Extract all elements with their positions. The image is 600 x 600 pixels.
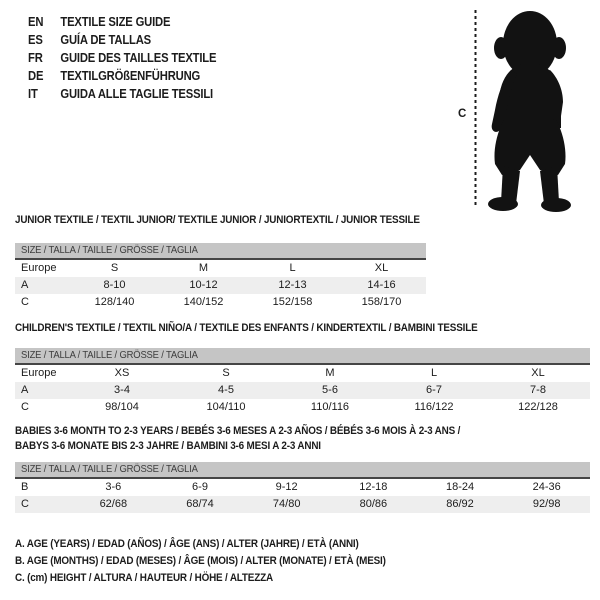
height-cell: 86/92 bbox=[446, 498, 474, 510]
size-cell: S bbox=[222, 367, 230, 379]
row-label: C bbox=[21, 296, 29, 308]
footnote-legend: A. AGE (YEARS) / EDAD (AÑOS) / ÂGE (ANS)… bbox=[15, 536, 427, 587]
table-row: A 8-10 10-12 12-13 14-16 bbox=[15, 277, 426, 294]
language-title: GUIDE DES TAILLES TEXTILE bbox=[60, 51, 217, 65]
language-title: TEXTILGRÖßENFÜHRUNG bbox=[60, 69, 201, 83]
age-cell: 7-8 bbox=[530, 384, 546, 396]
row-label: B bbox=[21, 481, 29, 493]
baby-silhouette bbox=[474, 10, 571, 212]
height-cell: 152/158 bbox=[272, 296, 313, 308]
language-title-list: EN TEXTILE SIZE GUIDE ES GUÍA DE TALLAS FR… bbox=[28, 13, 237, 103]
language-row: EN TEXTILE SIZE GUIDE bbox=[28, 13, 237, 31]
age-cell: 8-10 bbox=[103, 279, 126, 291]
height-cell: 98/104 bbox=[105, 401, 139, 413]
age-cell: 9-12 bbox=[275, 481, 298, 493]
height-cell: 116/122 bbox=[414, 401, 454, 413]
age-cell: 5-6 bbox=[322, 384, 338, 396]
age-cell: 3-6 bbox=[105, 481, 122, 493]
age-cell: 24-36 bbox=[532, 481, 561, 493]
language-title: GUÍA DE TALLAS bbox=[60, 33, 152, 47]
footnote-age-months: B. AGE (MONTHS) / EDAD (MESES) / ÂGE (MO… bbox=[15, 555, 386, 567]
height-measure-label: C bbox=[458, 108, 467, 120]
size-cell: XL bbox=[531, 367, 545, 379]
age-cell: 6-9 bbox=[192, 481, 208, 493]
size-cell: S bbox=[110, 262, 119, 274]
babies-title-line1: BABIES 3-6 MONTH TO 2-3 YEARS / BEBÉS 3-… bbox=[15, 425, 461, 437]
age-cell: 3-4 bbox=[114, 384, 130, 396]
junior-table-title: JUNIOR TEXTILE / TEXTIL JUNIOR/ TEXTILE … bbox=[15, 214, 420, 226]
age-cell: 14-16 bbox=[367, 279, 396, 291]
language-row: ES GUÍA DE TALLAS bbox=[28, 31, 237, 49]
table-row: B 3-6 6-9 9-12 12-18 18-24 24-36 bbox=[15, 479, 590, 496]
size-cell: M bbox=[198, 262, 209, 274]
language-row: DE TEXTILGRÖßENFÜHRUNG bbox=[28, 67, 237, 85]
row-label: C bbox=[21, 401, 29, 413]
table-row: Europe XS S M L XL bbox=[15, 365, 590, 382]
height-cell: 122/128 bbox=[518, 401, 558, 413]
table-row: C 98/104 104/110 110/116 116/122 122/128 bbox=[15, 399, 590, 416]
row-label: C bbox=[21, 498, 29, 510]
age-cell: 12-18 bbox=[359, 481, 388, 493]
language-row: FR GUIDE DES TAILLES TEXTILE bbox=[28, 49, 237, 67]
size-header-bar: SIZE / TALLA / TAILLE / GRÖSSE / TAGLIA bbox=[15, 243, 426, 260]
height-cell: 80/86 bbox=[359, 498, 388, 510]
language-code: EN bbox=[28, 15, 44, 29]
babies-table-title: BABIES 3-6 MONTH TO 2-3 YEARS / BEBÉS 3-… bbox=[15, 424, 510, 454]
table-row: A 3-4 4-5 5-6 6-7 7-8 bbox=[15, 382, 590, 399]
size-header-bar: SIZE / TALLA / TAILLE / GRÖSSE / TAGLIA bbox=[15, 348, 590, 365]
footnote-height-cm: C. (cm) HEIGHT / ALTURA / HAUTEUR / HÖHE… bbox=[15, 572, 273, 584]
table-row: Europe S M L XL bbox=[15, 260, 426, 277]
language-code: IT bbox=[28, 87, 38, 101]
row-label: A bbox=[21, 384, 29, 396]
language-code: FR bbox=[28, 51, 43, 65]
babies-table: SIZE / TALLA / TAILLE / GRÖSSE / TAGLIA … bbox=[15, 462, 590, 513]
language-title: GUIDA ALLE TAGLIE TESSILI bbox=[60, 87, 213, 101]
height-cell: 68/74 bbox=[186, 498, 214, 510]
children-table-title: CHILDREN'S TEXTILE / TEXTIL NIÑO/A / TEX… bbox=[15, 322, 478, 334]
size-cell: M bbox=[325, 367, 335, 379]
table-row: C 62/68 68/74 74/80 80/86 86/92 92/98 bbox=[15, 496, 590, 513]
language-code: ES bbox=[28, 33, 43, 47]
height-cell: 110/116 bbox=[310, 401, 350, 413]
size-cell: L bbox=[289, 262, 296, 274]
height-cell: 158/170 bbox=[361, 296, 402, 308]
age-cell: 6-7 bbox=[426, 384, 442, 396]
height-cell: 140/152 bbox=[183, 296, 224, 308]
babies-title-line2: BABYS 3-6 MONATE BIS 2-3 JAHRE / BAMBINI… bbox=[15, 440, 321, 452]
height-cell: 104/110 bbox=[206, 401, 246, 413]
age-cell: 10-12 bbox=[189, 279, 218, 291]
height-cell: 128/140 bbox=[94, 296, 135, 308]
age-cell: 18-24 bbox=[445, 481, 475, 493]
language-code: DE bbox=[28, 69, 44, 83]
height-cell: 74/80 bbox=[272, 498, 301, 510]
size-cell: XS bbox=[114, 367, 130, 379]
height-cell: 62/68 bbox=[99, 498, 128, 510]
junior-table: SIZE / TALLA / TAILLE / GRÖSSE / TAGLIA … bbox=[15, 243, 426, 311]
size-header-bar: SIZE / TALLA / TAILLE / GRÖSSE / TAGLIA bbox=[15, 462, 590, 479]
size-cell: L bbox=[430, 367, 438, 379]
height-cell: 92/98 bbox=[532, 498, 561, 510]
age-cell: 4-5 bbox=[218, 384, 234, 396]
row-label: Europe bbox=[21, 262, 57, 274]
row-label: Europe bbox=[21, 367, 57, 379]
language-title: TEXTILE SIZE GUIDE bbox=[60, 15, 171, 29]
language-row: IT GUIDA ALLE TAGLIE TESSILI bbox=[28, 85, 237, 103]
age-cell: 12-13 bbox=[278, 279, 307, 291]
size-cell: XL bbox=[374, 262, 389, 274]
row-label: A bbox=[21, 279, 29, 291]
children-table: SIZE / TALLA / TAILLE / GRÖSSE / TAGLIA … bbox=[15, 348, 590, 416]
footnote-age-years: A. AGE (YEARS) / EDAD (AÑOS) / ÂGE (ANS)… bbox=[15, 538, 359, 550]
table-row: C 128/140 140/152 152/158 158/170 bbox=[15, 294, 426, 311]
